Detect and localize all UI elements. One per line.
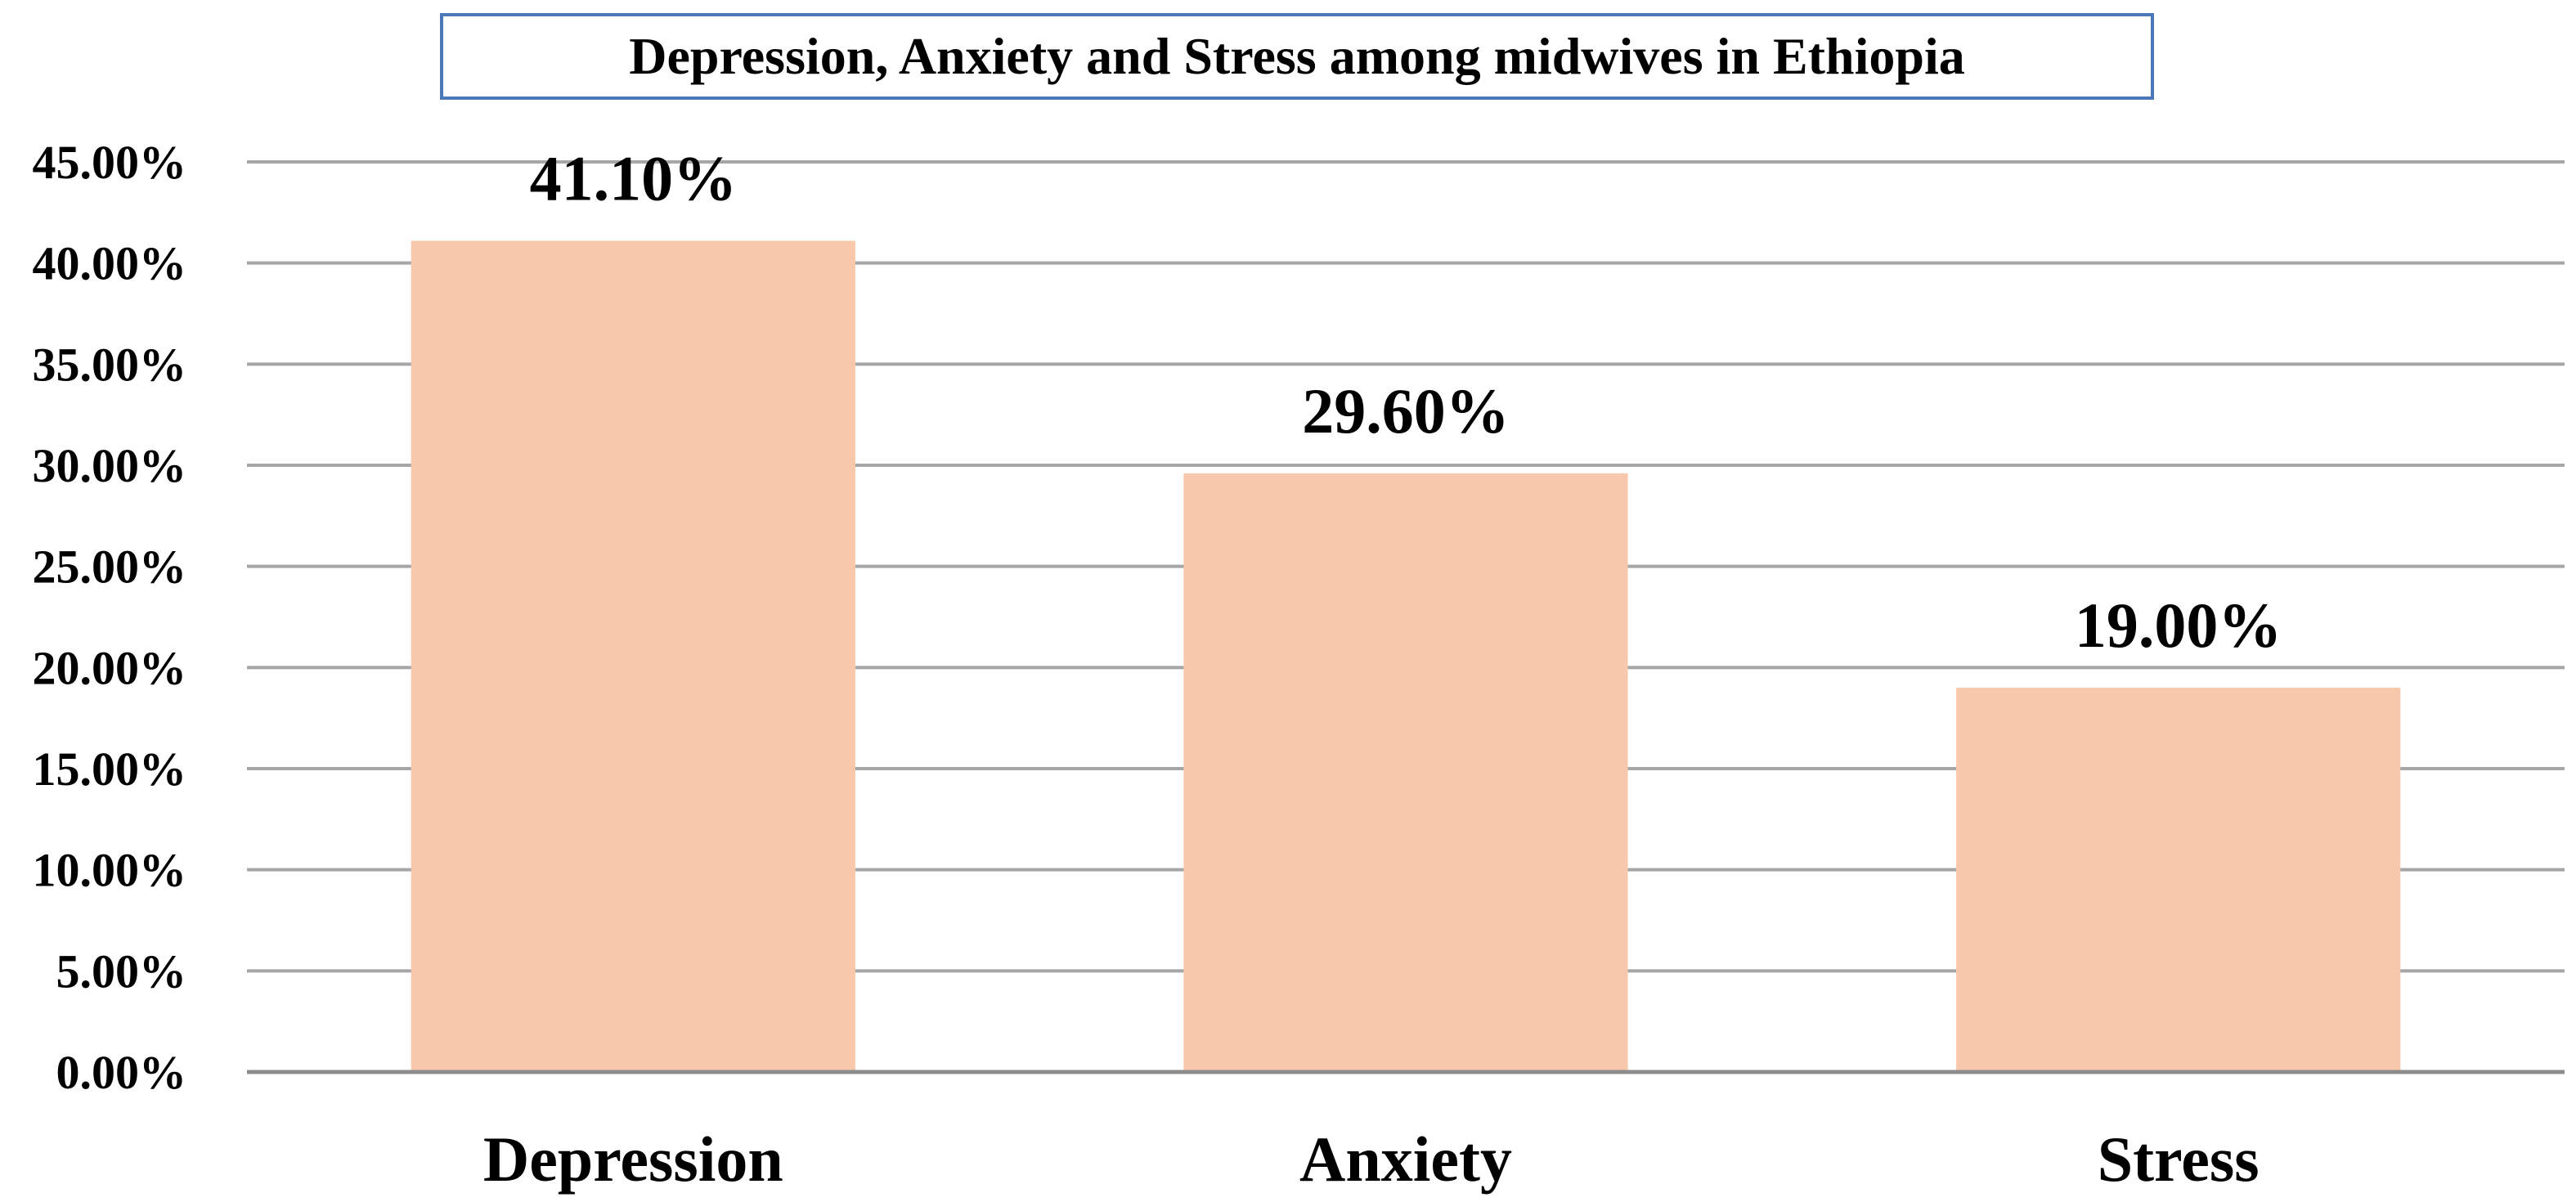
y-tick-label: 20.00% [33,641,187,694]
data-labels: 41.10% 29.60% 19.00% [530,142,2282,661]
y-tick-label: 40.00% [33,237,187,290]
bar [1183,473,1628,1072]
y-tick-label: 10.00% [33,844,187,897]
x-category-label: Stress [2098,1124,2260,1195]
x-category-label: Anxiety [1299,1124,1512,1195]
y-tick-label: 25.00% [33,540,187,594]
y-tick-label: 30.00% [33,439,187,492]
y-tick-label: 15.00% [33,742,187,796]
bar-data-label: 41.10% [530,142,738,213]
x-category-label: Depression [483,1124,783,1195]
x-axis-category-labels: Depression Anxiety Stress [483,1124,2260,1195]
y-tick-label: 5.00% [56,944,187,998]
bar-data-label: 29.60% [1302,375,1510,446]
chart-title-box: Depression, Anxiety and Stress among mid… [440,13,2154,100]
bars [411,240,2401,1073]
bar-data-label: 19.00% [2075,590,2282,661]
chart-title: Depression, Anxiety and Stress among mid… [629,27,1965,85]
bar [411,240,855,1073]
y-tick-label: 45.00% [33,136,187,189]
y-tick-label: 0.00% [56,1046,187,1099]
y-tick-label: 35.00% [33,338,187,391]
y-axis-tick-labels: 0.00% 5.00% 10.00% 15.00% 20.00% 25.00% 30.00%… [33,136,187,1099]
bar [1956,688,2401,1072]
